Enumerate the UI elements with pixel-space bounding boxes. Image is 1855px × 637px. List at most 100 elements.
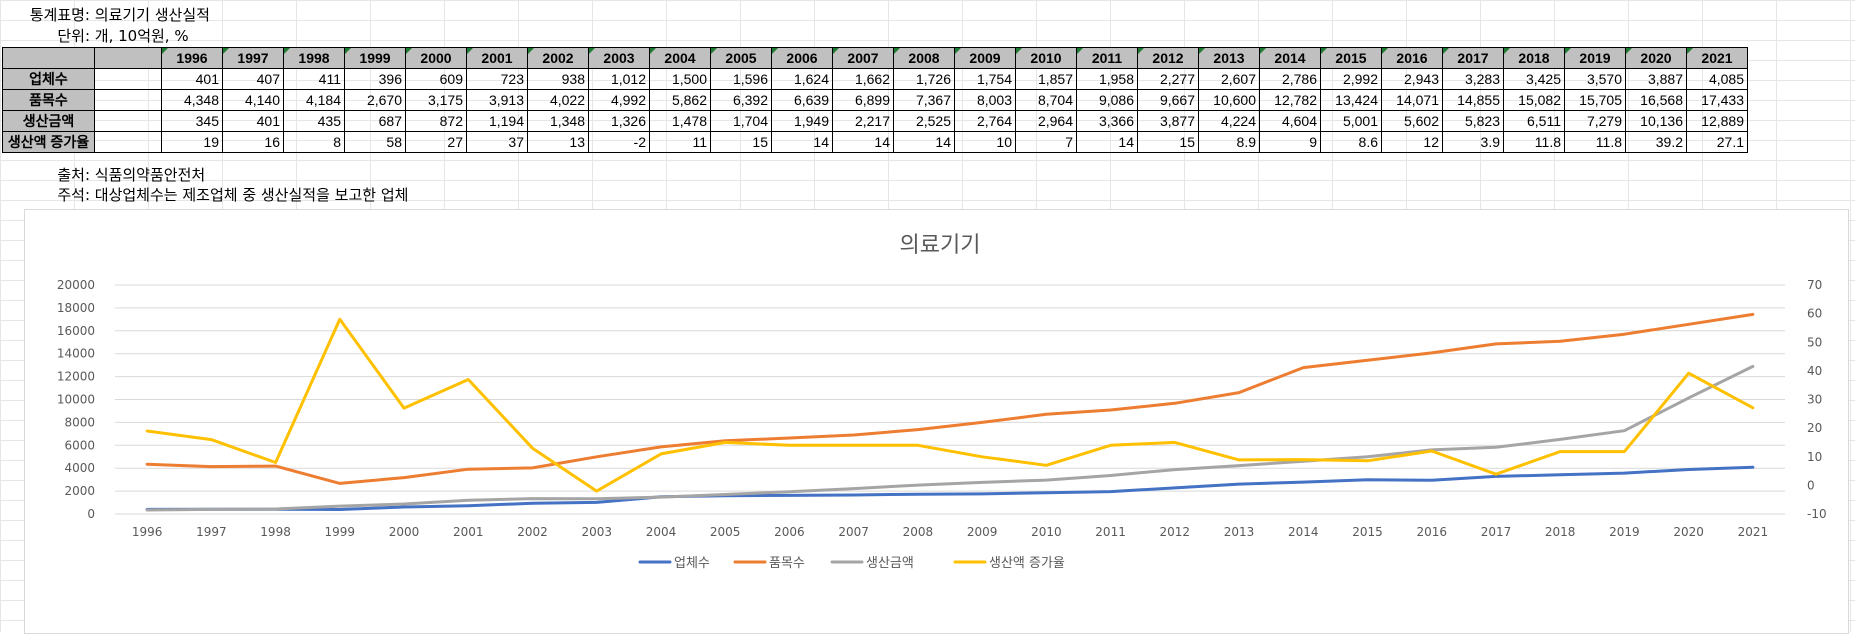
table-cell[interactable]: 1,478 — [649, 110, 711, 132]
table-cell[interactable]: 7,367 — [893, 89, 955, 111]
table-cell[interactable]: 9 — [1259, 131, 1321, 153]
table-cell[interactable]: 411 — [283, 68, 345, 90]
table-cell[interactable]: 609 — [405, 68, 467, 90]
table-cell[interactable]: 6,511 — [1503, 110, 1565, 132]
table-cell[interactable]: 4,992 — [588, 89, 650, 111]
table-cell[interactable]: 19 — [161, 131, 223, 153]
year-header[interactable]: 2011 — [1076, 47, 1138, 69]
table-cell[interactable]: 1,348 — [527, 110, 589, 132]
table-cell[interactable]: 4,022 — [527, 89, 589, 111]
table-cell[interactable]: 2,964 — [1015, 110, 1077, 132]
table-cell[interactable]: -2 — [588, 131, 650, 153]
table-cell[interactable]: 6,899 — [832, 89, 894, 111]
table-cell[interactable]: 2,607 — [1198, 68, 1260, 90]
table-cell[interactable]: 3,570 — [1564, 68, 1626, 90]
table-cell[interactable]: 27 — [405, 131, 467, 153]
year-header[interactable]: 2000 — [405, 47, 467, 69]
table-cell[interactable]: 3,175 — [405, 89, 467, 111]
table-cell[interactable]: 2,992 — [1320, 68, 1382, 90]
year-header[interactable]: 2021 — [1686, 47, 1748, 69]
table-cell[interactable]: 58 — [344, 131, 406, 153]
table-cell[interactable]: 8,003 — [954, 89, 1016, 111]
table-cell[interactable]: 4,604 — [1259, 110, 1321, 132]
table-cell[interactable]: 2,670 — [344, 89, 406, 111]
table-cell[interactable]: 8,704 — [1015, 89, 1077, 111]
table-cell[interactable]: 8.9 — [1198, 131, 1260, 153]
year-header[interactable]: 2007 — [832, 47, 894, 69]
table-cell[interactable]: 1,596 — [710, 68, 772, 90]
table-cell[interactable]: 687 — [344, 110, 406, 132]
table-cell[interactable]: 1,949 — [771, 110, 833, 132]
table-cell[interactable]: 12 — [1381, 131, 1443, 153]
table-empty-header[interactable] — [94, 47, 162, 69]
year-header[interactable]: 1998 — [283, 47, 345, 69]
year-header[interactable]: 2006 — [771, 47, 833, 69]
year-header[interactable]: 2017 — [1442, 47, 1504, 69]
chart-container[interactable]: 의료기기 0 2000 4000 6000 8000 10000 12000 14000 160… — [24, 209, 1849, 634]
table-cell[interactable]: 5,001 — [1320, 110, 1382, 132]
year-header[interactable]: 2010 — [1015, 47, 1077, 69]
table-cell[interactable]: 9,667 — [1137, 89, 1199, 111]
table-cell[interactable]: 2,525 — [893, 110, 955, 132]
table-cell[interactable]: 1,662 — [832, 68, 894, 90]
table-cell[interactable]: 396 — [344, 68, 406, 90]
table-cell[interactable]: 3,366 — [1076, 110, 1138, 132]
year-header[interactable]: 2020 — [1625, 47, 1687, 69]
year-header[interactable]: 2003 — [588, 47, 650, 69]
table-cell[interactable]: 3,913 — [466, 89, 528, 111]
year-header[interactable]: 2018 — [1503, 47, 1565, 69]
table-cell[interactable]: 15 — [710, 131, 772, 153]
table-cell[interactable]: 5,823 — [1442, 110, 1504, 132]
table-cell[interactable]: 1,012 — [588, 68, 650, 90]
table-cell[interactable]: 14 — [1076, 131, 1138, 153]
table-cell[interactable]: 27.1 — [1686, 131, 1748, 153]
table-cell[interactable]: 14 — [832, 131, 894, 153]
table-corner-cell[interactable] — [2, 47, 95, 69]
row-header[interactable]: 업체수 — [2, 68, 95, 90]
year-header[interactable]: 1997 — [222, 47, 284, 69]
table-cell[interactable]: 3,283 — [1442, 68, 1504, 90]
table-cell[interactable]: 3,877 — [1137, 110, 1199, 132]
empty-cell[interactable] — [94, 89, 162, 111]
table-cell[interactable]: 11.8 — [1564, 131, 1626, 153]
table-cell[interactable]: 5,602 — [1381, 110, 1443, 132]
table-cell[interactable]: 12,889 — [1686, 110, 1748, 132]
year-header[interactable]: 2005 — [710, 47, 772, 69]
table-cell[interactable]: 4,085 — [1686, 68, 1748, 90]
empty-cell[interactable] — [94, 131, 162, 153]
table-cell[interactable]: 16,568 — [1625, 89, 1687, 111]
table-cell[interactable]: 435 — [283, 110, 345, 132]
table-cell[interactable]: 723 — [466, 68, 528, 90]
empty-cell[interactable] — [94, 68, 162, 90]
year-header[interactable]: 2014 — [1259, 47, 1321, 69]
year-header[interactable]: 2008 — [893, 47, 955, 69]
table-cell[interactable]: 1,726 — [893, 68, 955, 90]
table-cell[interactable]: 1,958 — [1076, 68, 1138, 90]
table-cell[interactable]: 3,887 — [1625, 68, 1687, 90]
table-cell[interactable]: 2,764 — [954, 110, 1016, 132]
table-cell[interactable]: 7,279 — [1564, 110, 1626, 132]
table-cell[interactable]: 39.2 — [1625, 131, 1687, 153]
table-cell[interactable]: 7 — [1015, 131, 1077, 153]
table-cell[interactable]: 401 — [161, 68, 223, 90]
row-header[interactable]: 품목수 — [2, 89, 95, 111]
year-header[interactable]: 2004 — [649, 47, 711, 69]
table-cell[interactable]: 8.6 — [1320, 131, 1382, 153]
table-cell[interactable]: 2,786 — [1259, 68, 1321, 90]
table-cell[interactable]: 1,704 — [710, 110, 772, 132]
table-cell[interactable]: 2,217 — [832, 110, 894, 132]
table-cell[interactable]: 14 — [893, 131, 955, 153]
table-cell[interactable]: 16 — [222, 131, 284, 153]
table-cell[interactable]: 938 — [527, 68, 589, 90]
year-header[interactable]: 2015 — [1320, 47, 1382, 69]
table-cell[interactable]: 1,624 — [771, 68, 833, 90]
table-cell[interactable]: 14 — [771, 131, 833, 153]
row-header[interactable]: 생산액 증가율 — [2, 131, 95, 153]
table-cell[interactable]: 5,862 — [649, 89, 711, 111]
table-cell[interactable]: 10,600 — [1198, 89, 1260, 111]
table-cell[interactable]: 4,140 — [222, 89, 284, 111]
table-cell[interactable]: 4,224 — [1198, 110, 1260, 132]
table-cell[interactable]: 3.9 — [1442, 131, 1504, 153]
table-cell[interactable]: 11.8 — [1503, 131, 1565, 153]
table-cell[interactable]: 15 — [1137, 131, 1199, 153]
